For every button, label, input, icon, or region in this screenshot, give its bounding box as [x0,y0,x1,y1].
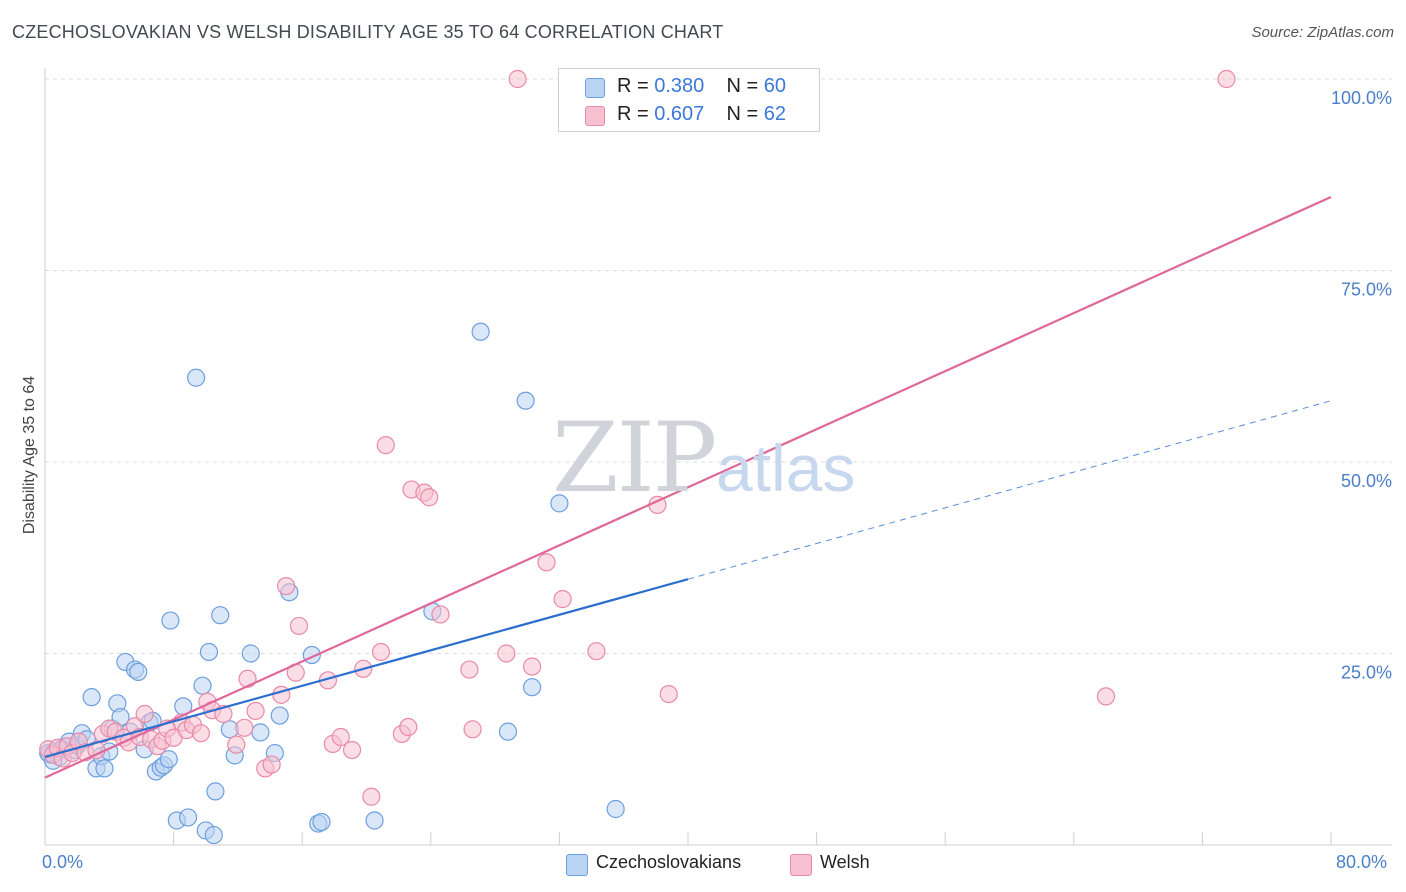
stats-legend: R = 0.380 N = 60 R = 0.607 N = 62 [558,68,820,132]
czechoslovakian-point [161,611,180,630]
watermark-atlas: atlas [716,431,856,505]
welsh-point [376,436,395,455]
czechoslovakian-point [193,676,212,695]
welsh-point [463,720,482,739]
welsh-point [362,787,381,806]
welsh-point [431,605,450,624]
pink-swatch-icon [790,854,812,876]
czechoslovakian-point [241,644,260,663]
legend-label: Czechoslovakians [596,852,742,872]
czechoslovakian-point [95,759,114,778]
czechoslovakian-point [471,322,490,341]
y-tick-label: 75.0% [1341,280,1392,300]
welsh-point [227,735,246,754]
watermark-zip: ZIP [552,402,717,514]
czechoslovakian-point [187,368,206,387]
welsh-point [587,642,606,661]
czechoslovakian-trend-extension [687,400,1332,580]
welsh-point [371,642,391,662]
czechoslovakian-point [129,662,148,681]
welsh-point [235,718,254,737]
welsh-point [553,590,572,609]
czechoslovakian-point [204,825,223,845]
welsh-point [659,684,678,704]
y-tick-labels: 25.0% 50.0% 75.0% 100.0% [1331,88,1392,683]
welsh-point [238,669,257,688]
r-value: 0.607 [654,103,705,125]
czechoslovakian-point [365,811,384,830]
x-tick-label-max: 80.0% [1336,852,1388,872]
czechoslovakian-point [522,678,542,697]
welsh-point [262,755,281,774]
n-value: 62 [763,103,787,125]
welsh-point [522,657,542,676]
czechoslovakian-point [516,391,535,410]
welsh-point [246,701,265,721]
czechoslovakian-trend-line [44,578,689,758]
welsh-point [191,724,211,743]
y-tick-label: 50.0% [1341,471,1392,491]
r-label: R = [617,103,649,125]
r-value: 0.380 [654,75,705,97]
series-welsh [39,69,1236,806]
n-label: N = [726,103,759,125]
welsh-point [497,644,516,663]
blue-swatch-icon [566,854,588,876]
welsh-point [1217,69,1236,89]
welsh-point [342,740,362,760]
x-tick-label-min: 0.0% [42,852,84,872]
series-czechoslovakians [39,322,625,845]
legend-label: Welsh [820,852,870,872]
chart-title: CZECHOSLOVAKIAN VS WELSH DISABILITY AGE … [12,22,724,42]
y-axis-label: Disability Age 35 to 64 [21,375,38,535]
welsh-trend-line [44,195,1332,779]
welsh-point [399,717,418,737]
y-tick-label: 100.0% [1331,88,1392,108]
czechoslovakian-point [159,750,178,769]
welsh-point [1096,687,1116,706]
n-value: 60 [763,75,787,97]
welsh-point [508,69,527,89]
czechoslovakian-point [178,808,198,827]
axes [44,68,1392,846]
czechoslovakian-point [606,799,625,819]
czechoslovakian-point [251,723,270,742]
czechoslovakian-point [550,494,569,513]
czechoslovakian-point [312,812,331,832]
czechoslovakian-point [498,722,518,741]
welsh-point [289,616,309,636]
trend-lines [44,195,1332,779]
czechoslovakian-point [82,688,101,707]
welsh-point [135,704,154,724]
welsh-point [460,660,479,679]
n-label: N = [726,75,759,97]
welsh-point [537,553,556,572]
czechoslovakian-point [211,606,230,625]
source-label: Source: ZipAtlas.com [1251,24,1394,41]
y-tick-label: 25.0% [1341,663,1392,683]
welsh-point [277,576,296,596]
r-label: R = [617,75,649,97]
pink-swatch-icon [585,106,605,126]
czechoslovakian-point [270,706,289,725]
welsh-point [420,488,439,507]
czechoslovakian-point [206,782,225,801]
czechoslovakian-point [199,642,219,662]
gridlines [45,78,1392,654]
blue-swatch-icon [585,78,605,98]
welsh-point [331,727,350,747]
